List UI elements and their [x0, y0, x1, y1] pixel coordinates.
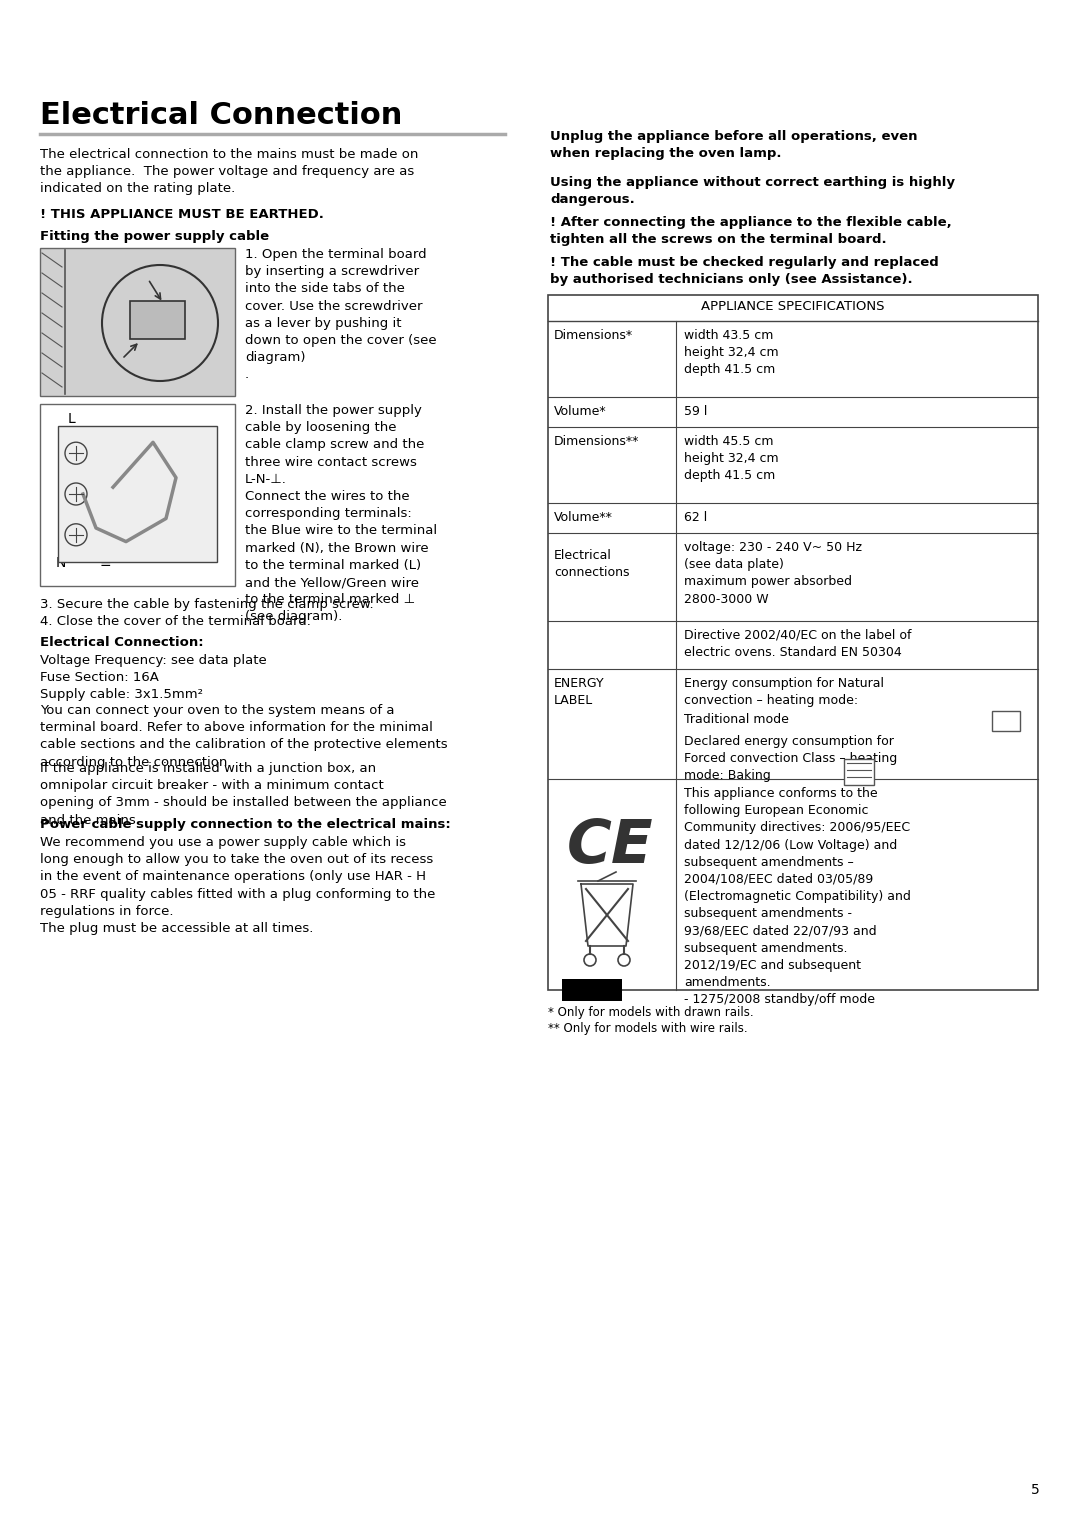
FancyBboxPatch shape [993, 712, 1020, 731]
Text: N: N [56, 556, 66, 570]
Text: CE: CE [567, 817, 653, 876]
Text: * Only for models with drawn rails.: * Only for models with drawn rails. [548, 1006, 754, 1019]
Text: APPLIANCE SPECIFICATIONS: APPLIANCE SPECIFICATIONS [701, 299, 885, 313]
Text: 2. Install the power supply
cable by loosening the
cable clamp screw and the
thr: 2. Install the power supply cable by loo… [245, 405, 437, 623]
FancyBboxPatch shape [58, 426, 217, 562]
Text: Volume*: Volume* [554, 405, 607, 418]
Text: Directive 2002/40/EC on the label of
electric ovens. Standard EN 50304: Directive 2002/40/EC on the label of ele… [684, 629, 912, 660]
Text: ≡: ≡ [100, 556, 111, 570]
Text: L: L [68, 412, 76, 426]
Text: ! THIS APPLIANCE MUST BE EARTHED.: ! THIS APPLIANCE MUST BE EARTHED. [40, 208, 324, 221]
Text: Energy consumption for Natural
convection – heating mode:: Energy consumption for Natural convectio… [684, 676, 885, 707]
Text: 5: 5 [1031, 1483, 1040, 1496]
FancyBboxPatch shape [40, 247, 235, 395]
Text: Electrical Connection:: Electrical Connection: [40, 637, 204, 649]
Text: Unplug the appliance before all operations, even
when replacing the oven lamp.: Unplug the appliance before all operatio… [550, 130, 918, 160]
Text: The electrical connection to the mains must be made on
the appliance.  The power: The electrical connection to the mains m… [40, 148, 418, 195]
Text: 3. Secure the cable by fastening the clamp screw.
4. Close the cover of the term: 3. Secure the cable by fastening the cla… [40, 599, 374, 628]
Text: ! After connecting the appliance to the flexible cable,
tighten all the screws o: ! After connecting the appliance to the … [550, 215, 951, 246]
Text: Electrical
connections: Electrical connections [554, 550, 630, 579]
Text: We recommend you use a power supply cable which is
long enough to allow you to t: We recommend you use a power supply cabl… [40, 835, 435, 935]
Text: You can connect your oven to the system means of a
terminal board. Refer to abov: You can connect your oven to the system … [40, 704, 447, 768]
Text: 59 l: 59 l [684, 405, 707, 418]
Text: ENERGY
LABEL: ENERGY LABEL [554, 676, 605, 707]
Text: Voltage Frequency: see data plate
Fuse Section: 16A
Supply cable: 3x1.5mm²: Voltage Frequency: see data plate Fuse S… [40, 654, 267, 701]
Text: Using the appliance without correct earthing is highly
dangerous.: Using the appliance without correct eart… [550, 176, 955, 206]
Text: ! The cable must be checked regularly and replaced
by authorised technicians onl: ! The cable must be checked regularly an… [550, 257, 939, 286]
Text: Dimensions*: Dimensions* [554, 328, 633, 342]
FancyBboxPatch shape [562, 979, 622, 1002]
FancyBboxPatch shape [843, 759, 874, 785]
Text: 1. Open the terminal board
by inserting a screwdriver
into the side tabs of the
: 1. Open the terminal board by inserting … [245, 247, 436, 382]
Text: width 45.5 cm
height 32,4 cm
depth 41.5 cm: width 45.5 cm height 32,4 cm depth 41.5 … [684, 435, 779, 483]
Text: Traditional mode: Traditional mode [684, 713, 788, 725]
Text: This appliance conforms to the
following European Economic
Community directives:: This appliance conforms to the following… [684, 786, 910, 1006]
FancyBboxPatch shape [548, 295, 1038, 989]
Text: 62 l: 62 l [684, 512, 707, 524]
Text: Fitting the power supply cable: Fitting the power supply cable [40, 231, 269, 243]
Text: Declared energy consumption for
Forced convection Class – heating
mode: Baking: Declared energy consumption for Forced c… [684, 734, 897, 782]
Text: Volume**: Volume** [554, 512, 612, 524]
Text: Electrical Connection: Electrical Connection [40, 101, 403, 130]
FancyBboxPatch shape [130, 301, 185, 339]
Text: width 43.5 cm
height 32,4 cm
depth 41.5 cm: width 43.5 cm height 32,4 cm depth 41.5 … [684, 328, 779, 376]
Text: If the appliance is installed with a junction box, an
omnipolar circuit breaker : If the appliance is installed with a jun… [40, 762, 447, 826]
Text: voltage: 230 - 240 V~ 50 Hz
(see data plate)
maximum power absorbed
2800-3000 W: voltage: 230 - 240 V~ 50 Hz (see data pl… [684, 541, 862, 606]
FancyBboxPatch shape [40, 405, 235, 586]
Text: Dimensions**: Dimensions** [554, 435, 639, 447]
Polygon shape [581, 884, 633, 947]
Text: ** Only for models with wire rails.: ** Only for models with wire rails. [548, 1022, 747, 1035]
Text: Power cable supply connection to the electrical mains:: Power cable supply connection to the ele… [40, 818, 450, 831]
